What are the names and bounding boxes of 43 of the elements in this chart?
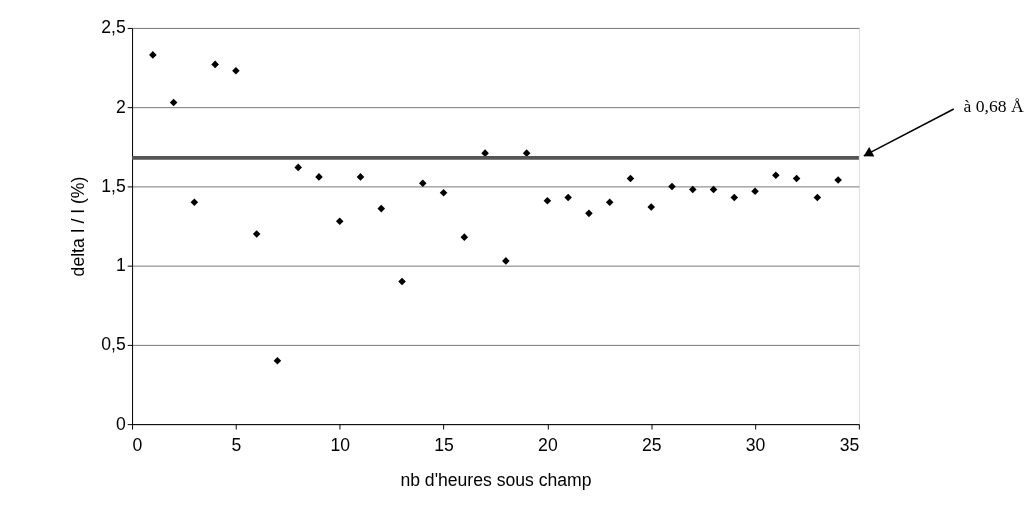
point bbox=[647, 203, 656, 211]
x-tick-label: 0 bbox=[132, 435, 143, 456]
x-tick-label: 20 bbox=[538, 435, 558, 456]
point bbox=[564, 193, 572, 202]
point bbox=[439, 188, 448, 197]
x-tick-label: 10 bbox=[330, 435, 351, 456]
point bbox=[419, 179, 427, 188]
point bbox=[605, 198, 614, 207]
y-tick-label: 0 bbox=[115, 413, 126, 434]
point bbox=[190, 198, 199, 207]
point bbox=[273, 356, 282, 365]
point bbox=[688, 185, 697, 194]
point bbox=[522, 149, 531, 157]
x-tick-label: 5 bbox=[231, 435, 242, 456]
point bbox=[585, 209, 593, 218]
point bbox=[377, 204, 386, 213]
point bbox=[543, 196, 552, 205]
point bbox=[294, 163, 302, 172]
y-tick-label: 2,5 bbox=[101, 17, 126, 38]
x-tick-label: 35 bbox=[839, 435, 860, 456]
point bbox=[232, 66, 240, 75]
x-tick-label: 25 bbox=[641, 435, 662, 456]
y-axis-title: delta I / I (%) bbox=[67, 176, 88, 277]
point bbox=[751, 187, 759, 195]
point bbox=[772, 171, 780, 180]
point bbox=[481, 149, 489, 157]
x-axis-title: nb d'heures sous champ bbox=[400, 470, 592, 491]
y-tick-label: 1,5 bbox=[101, 175, 126, 196]
ref-line-label: à 0,68 Å bbox=[963, 95, 1024, 116]
point bbox=[211, 60, 219, 69]
point bbox=[502, 257, 510, 265]
point bbox=[149, 51, 157, 59]
point bbox=[460, 233, 469, 241]
point bbox=[335, 217, 344, 226]
x-tick-label: 30 bbox=[745, 435, 766, 456]
y-tick-label: 2 bbox=[115, 96, 126, 117]
point bbox=[356, 173, 365, 181]
point bbox=[668, 182, 676, 191]
y-tick-label: 0,5 bbox=[101, 334, 126, 355]
y-tick-label: 1 bbox=[115, 255, 126, 276]
x-tick-label: 15 bbox=[434, 435, 455, 456]
point bbox=[398, 277, 406, 286]
point bbox=[252, 230, 261, 238]
